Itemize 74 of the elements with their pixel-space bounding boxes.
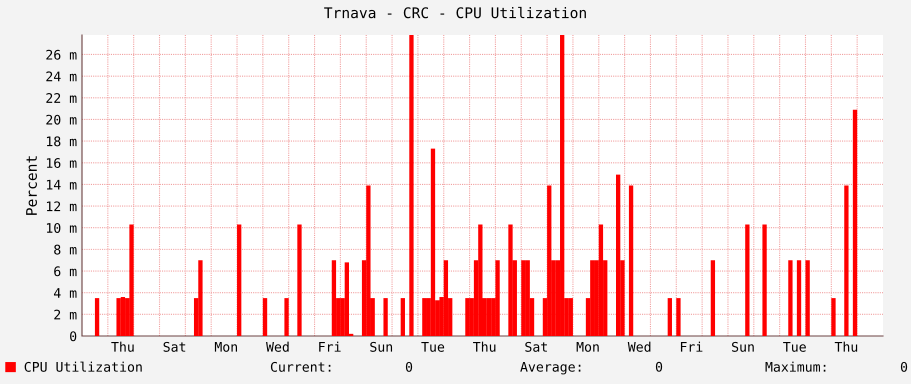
y-tick-label: 18 m [46,136,77,146]
y-tick-label: 6 m [54,266,77,276]
y-tick-label: 26 m [46,50,77,60]
legend-label: CPU Utilization [24,362,142,372]
bar [332,260,336,336]
bar [486,298,492,336]
bar [568,298,573,336]
bar [120,297,126,336]
bar [444,260,448,336]
bar [508,224,513,336]
y-tick-label: 8 m [54,244,77,255]
bar [262,298,268,336]
x-tick-label: Fri [319,342,341,352]
bar [198,260,203,336]
y-tick-label: 14 m [46,180,77,190]
y-tick-label: 4 m [54,288,77,298]
text: Current: 0 [270,362,412,372]
text: Average: 0 [520,362,662,374]
x-tick-label: Thu [473,342,496,352]
y-tick-label: 2 m [54,310,77,320]
x-tick-label: Thu [111,342,134,352]
bar [383,298,388,336]
bar [495,260,500,336]
x-tick-label: Sat [525,342,547,352]
bar [116,298,121,336]
y-tick-label: 24 m [46,71,77,82]
x-tick-label: Thu [834,342,858,352]
bar [237,224,242,336]
x-tick-label: Sun [732,342,754,352]
y-tick-label: 12 m [46,201,77,212]
y-tick-label: 20 m [46,114,77,125]
chart-title: Trnava - CRC - CPU Utilization [324,6,586,18]
x-tick-label: Tue [421,342,444,352]
bar [710,260,716,336]
bar [852,110,858,336]
bar [844,186,849,336]
bar [547,186,552,336]
bar [422,298,427,336]
bar [831,298,836,336]
y-axis-title: Percent [26,156,37,215]
x-tick-label: Tue [783,342,806,352]
bar [668,298,672,336]
y-tick-label: 16 m [46,158,77,168]
bar [676,298,681,336]
y-tick-label: 0 [70,331,76,342]
text: Maximum: 0 [766,362,908,372]
bar [465,298,470,336]
x-tick-label: Fri [680,342,702,352]
x-tick-label: Sun [370,342,392,352]
bar [616,174,620,336]
bar [400,298,405,336]
bar [745,224,750,336]
y-tick-label: 22 m [46,93,77,103]
x-tick-label: Wed [266,342,289,352]
bar [805,260,810,336]
x-tick-label: Wed [628,342,650,352]
bar [284,298,289,336]
bar [94,298,100,336]
bar [628,186,634,336]
x-tick-label: Mon [214,342,238,352]
bar [526,260,530,336]
bar [409,35,414,336]
bar [129,224,134,336]
bar [796,260,802,336]
bar [430,148,436,336]
x-tick-label: Sat [164,342,186,352]
bar [788,260,793,336]
bar [521,260,526,336]
bar [366,186,371,336]
y-tick-label: 10 m [46,222,77,233]
x-tick-label: Mon [576,342,599,352]
bar [297,224,302,336]
bar [598,224,604,336]
bar [762,224,767,336]
